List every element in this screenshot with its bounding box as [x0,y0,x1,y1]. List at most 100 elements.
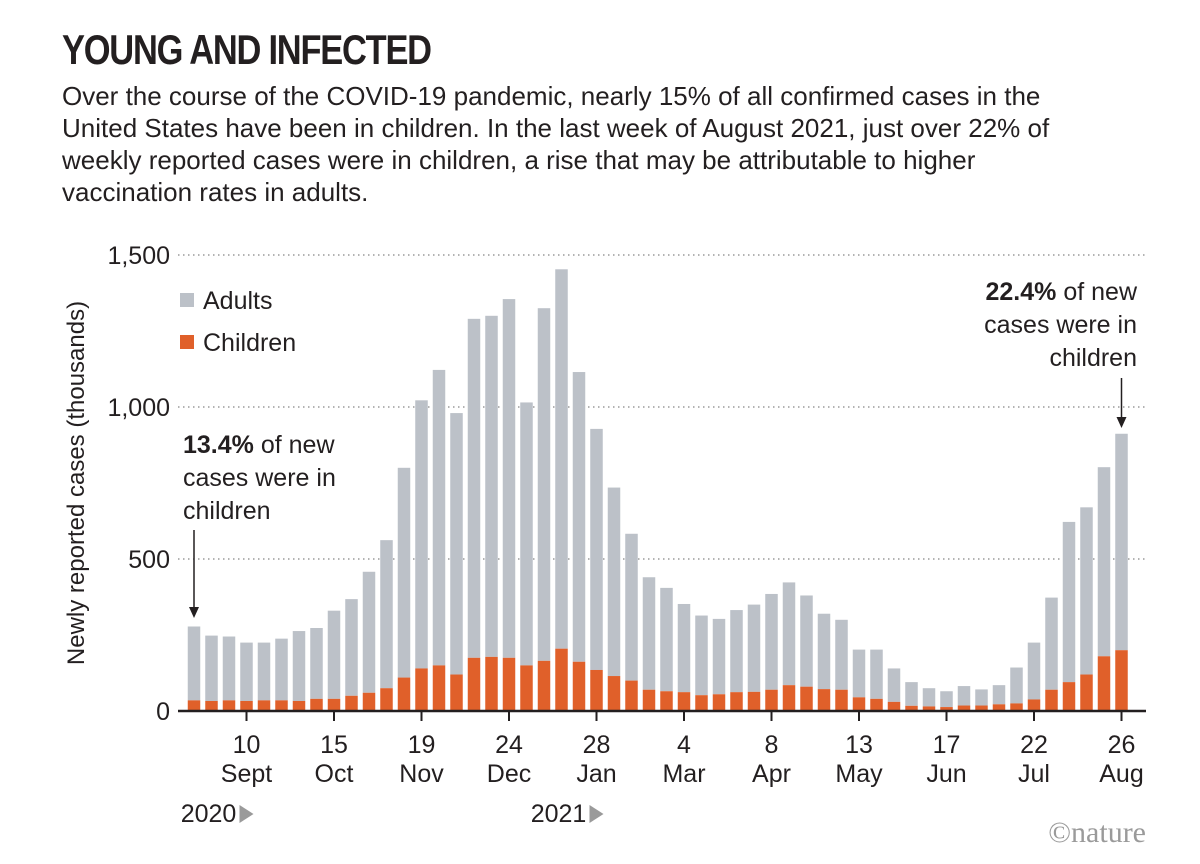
legend-swatch-adults [180,293,194,307]
bar-adults [397,467,411,678]
bar-children [380,688,393,711]
bar-adults [240,642,253,701]
bar-children [292,700,306,711]
bar-children [677,692,691,711]
x-tick-month: Jul [1018,760,1050,788]
bar-children [625,680,638,711]
bar-adults [677,603,691,693]
bar-adults [992,685,1006,705]
x-tick-month: May [835,760,883,788]
annotation-left-line2: cases were in [183,464,336,492]
bar-children [362,692,376,711]
bar-adults [922,688,936,707]
x-tick-day: 17 [933,731,961,759]
bar-children [765,689,778,711]
bar-adults [485,315,498,657]
bar-children [660,691,673,711]
bar-adults [520,402,533,666]
bar-adults [345,599,358,696]
x-tick-month: Sept [221,760,272,788]
bar-adults [975,689,988,706]
bar-adults [940,691,953,708]
bar-children [835,689,848,711]
bar-children [747,691,761,711]
bar-children [905,705,918,711]
bar-adults [467,318,481,658]
bar-adults [1010,667,1023,704]
bar-adults [1045,597,1058,690]
bar-adults [415,400,428,669]
bar-children [397,677,411,711]
bar-children [975,705,988,711]
bar-children [240,700,253,711]
bar-adults [642,577,656,690]
bar-adults [957,686,971,706]
bar-adults [765,593,778,690]
annotation-right-line1: 22.4% of new [986,278,1138,306]
bar-adults [625,533,638,681]
x-tick-day: 22 [1020,731,1048,759]
bar-children [310,698,323,711]
bar-children [1080,674,1093,711]
bar-adults [362,571,376,693]
annotation-right-text: of new [1056,278,1138,306]
bar-children [712,694,726,711]
bar-children [327,698,341,711]
year-label: 2021 [531,800,587,828]
annotation-left-text: of new [254,431,336,459]
bar-adults [555,269,568,649]
bar-children [1045,689,1058,711]
bar-children [940,707,953,711]
x-tick-day: 24 [495,731,523,759]
bar-adults [590,428,603,670]
y-tick-label: 1,000 [107,394,170,422]
x-tick-month: Nov [399,760,444,788]
bar-adults [380,540,393,689]
x-tick-day: 4 [677,731,691,759]
bar-adults [205,635,218,701]
bar-adults [747,604,761,692]
bar-children [730,692,743,711]
bar-adults [450,413,463,675]
bar-children [345,695,358,711]
bar-adults [660,587,673,692]
y-tick-label: 500 [128,546,170,574]
x-tick-month: Jun [926,760,966,788]
bar-adults [572,372,586,662]
y-axis-label: Newly reported cases (thousands) [63,301,90,665]
x-tick-month: Jan [576,760,616,788]
bar-adults [222,636,236,701]
legend: Adults Children [180,287,296,357]
y-tick-label: 1,500 [107,242,170,270]
legend-label-children: Children [203,329,296,357]
bar-children [450,674,463,711]
x-tick-month: Apr [752,760,791,788]
annotation-right-line3: children [1049,344,1137,372]
annotation-left-percent: 13.4% [183,431,254,459]
bar-children [800,686,813,711]
bar-children [222,700,236,711]
chart-subtitle: Over the course of the COVID-19 pandemic… [62,81,1050,207]
y-tick-label: 0 [156,698,170,726]
bar-children [607,676,621,711]
bar-children [922,706,936,711]
annotation-left-line3: children [183,497,271,525]
bar-adults [607,487,621,677]
bar-adults [275,638,288,701]
annotation-right-percent: 22.4% [986,278,1057,306]
bar-children [1010,703,1023,711]
legend-swatch-children [180,335,194,349]
bar-children [782,685,796,711]
bar-children [1027,699,1041,711]
bar-adults [905,682,918,706]
legend-label-adults: Adults [203,287,272,315]
bar-children [537,660,551,711]
bar-children [485,656,498,711]
arrow-down-icon [189,607,199,618]
bar-adults [1115,433,1128,651]
gridlines [178,254,1146,560]
bar-children [642,689,656,711]
bar-children [275,700,288,711]
y-axis: 0 500 1,000 1,500 Newly reported cases (thou… [63,242,170,726]
